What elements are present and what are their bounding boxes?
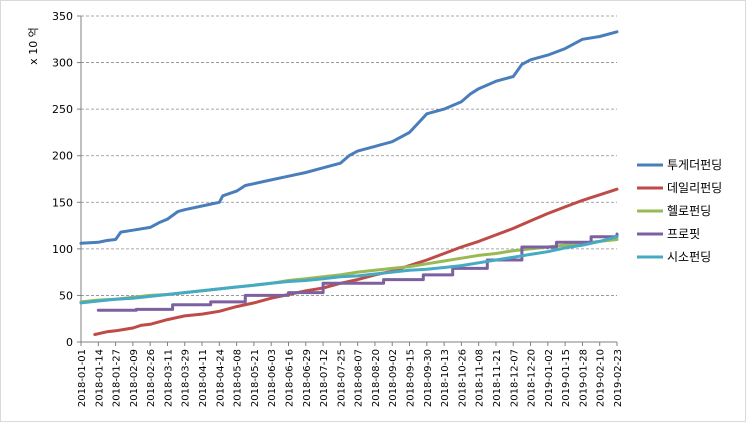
series-line <box>93 187 619 336</box>
x-tick-label: 2019-01-28 <box>578 349 589 407</box>
legend-label: 헬로펀딩 <box>667 204 711 218</box>
y-tick-label: 300 <box>52 57 73 70</box>
series-line <box>79 30 619 245</box>
x-tick-label: 2018-10-13 <box>440 349 451 407</box>
y-tick-label: 250 <box>52 103 73 116</box>
y-axis-title: x 10 억 <box>27 27 40 65</box>
y-tick-label: 350 <box>52 10 73 23</box>
x-tick-label: 2018-09-30 <box>423 349 434 407</box>
x-tick-label: 2018-06-03 <box>267 349 278 407</box>
legend-label: 데일리펀딩 <box>667 181 722 195</box>
y-tick-label: 50 <box>59 289 73 302</box>
x-tick-label: 2018-01-27 <box>112 349 123 407</box>
x-tick-label: 2018-04-11 <box>198 349 209 407</box>
legend-label: 프로핏 <box>667 227 700 241</box>
x-tick-label: 2018-11-21 <box>492 349 503 407</box>
x-tick-label: 2019-01-15 <box>561 349 572 407</box>
x-tick-label: 2018-05-08 <box>233 349 244 407</box>
x-tick-label: 2018-09-02 <box>388 349 399 407</box>
x-tick-label: 2018-07-12 <box>319 349 330 407</box>
series-line <box>79 235 619 305</box>
x-tick-label: 2018-12-20 <box>527 349 538 407</box>
series-line <box>96 232 619 312</box>
x-tick-label: 2018-02-26 <box>146 349 157 407</box>
x-tick-label: 2018-11-08 <box>475 349 486 407</box>
x-tick-label: 2018-02-09 <box>129 349 140 407</box>
x-tick-label: 2018-06-16 <box>284 349 295 407</box>
x-tick-label: 2018-08-20 <box>371 349 382 407</box>
legend-label: 투게더펀딩 <box>667 158 722 172</box>
y-tick-label: 0 <box>66 336 73 349</box>
y-tick-label: 200 <box>52 150 73 163</box>
x-tick-label: 2018-10-26 <box>457 349 468 407</box>
x-tick-label: 2018-06-29 <box>302 349 313 407</box>
x-tick-label: 2018-07-25 <box>336 349 347 407</box>
x-tick-label: 2018-08-07 <box>354 349 365 407</box>
x-tick-label: 2019-02-23 <box>613 349 624 407</box>
x-tick-label: 2018-05-21 <box>250 349 261 407</box>
x-tick-label: 2019-02-10 <box>596 349 607 407</box>
x-tick-label: 2018-09-15 <box>406 349 417 407</box>
x-tick-label: 2018-01-14 <box>94 349 105 407</box>
x-tick-label: 2018-12-07 <box>509 349 520 407</box>
x-tick-label: 2018-03-29 <box>181 349 192 407</box>
x-tick-label: 2018-01-01 <box>77 349 88 407</box>
y-tick-label: 150 <box>52 196 73 209</box>
x-tick-label: 2018-04-24 <box>215 349 226 407</box>
legend-label: 시소펀딩 <box>667 250 711 264</box>
x-tick-label: 2018-03-11 <box>163 349 174 407</box>
y-tick-label: 100 <box>52 243 73 256</box>
x-tick-label: 2019-01-02 <box>544 349 555 407</box>
